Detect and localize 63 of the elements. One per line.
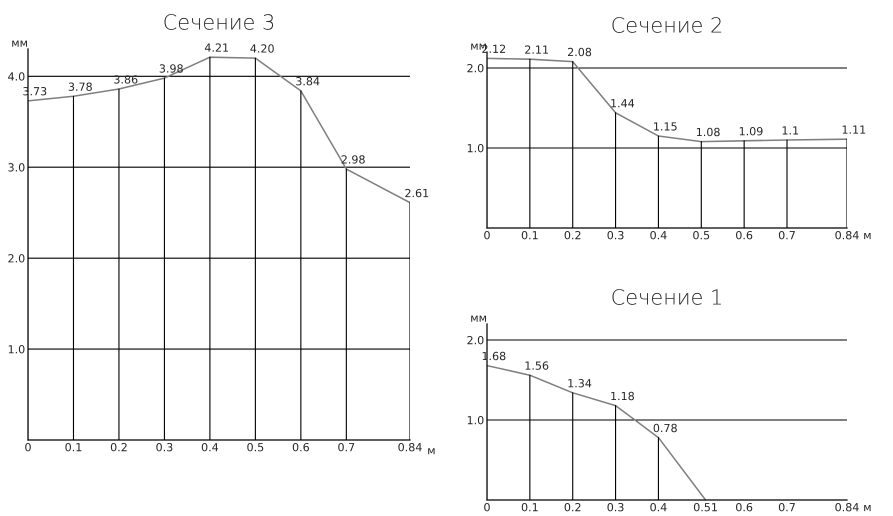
text: 1.15 xyxy=(654,122,677,131)
x-axis-title: м xyxy=(864,505,871,512)
text: 2.11 xyxy=(525,45,548,54)
x-tick-label: 0.84 xyxy=(835,502,859,512)
x-tick-label: 0.5 xyxy=(693,230,710,240)
x-tick-label: 0.6 xyxy=(736,502,752,512)
y-tick-label: 1.0 xyxy=(468,144,484,152)
y-tick-label: 3.0 xyxy=(8,163,24,172)
text: 1.34 xyxy=(568,379,592,388)
x-tick-label: 0.6 xyxy=(736,230,752,240)
x-tick-label: 0.2 xyxy=(564,230,580,240)
chart-title: Сечение 3 xyxy=(164,14,274,30)
y-tick-label: 4.0 xyxy=(8,72,24,81)
x-tick-label: 0.7 xyxy=(338,442,354,452)
x-tick-label: 0.1 xyxy=(522,502,538,512)
y-tick-label: 2.0 xyxy=(8,254,24,263)
text: 3.98 xyxy=(160,64,183,73)
x-tick-label: 0 xyxy=(484,230,490,240)
y-axis-title: мм xyxy=(471,316,486,322)
y-tick-label: 2.0 xyxy=(467,64,484,72)
text: 1.1 xyxy=(782,126,798,134)
x-tick-label: 0.1 xyxy=(65,442,82,452)
chart-title: Сечение 1 xyxy=(612,289,721,305)
x-tick-label: 0.2 xyxy=(110,442,127,452)
y-axis-title: мм xyxy=(12,40,27,47)
text: 2.61 xyxy=(405,188,428,198)
text: 3.78 xyxy=(68,82,92,91)
x-tick-label: 0.3 xyxy=(607,502,624,512)
x-axis-title: м xyxy=(428,448,435,454)
text: 1.44 xyxy=(611,99,634,108)
text: 1.56 xyxy=(526,361,548,370)
x-tick-label: 0.84 xyxy=(835,230,859,240)
x-tick-label: 0.6 xyxy=(292,442,309,452)
y-tick-label: 1.0 xyxy=(468,416,484,424)
text: 0.78 xyxy=(654,424,677,432)
x-tick-label: 0.1 xyxy=(522,230,538,240)
x-tick-label: 0 xyxy=(484,502,490,512)
x-tick-label: 0.7 xyxy=(778,502,795,512)
x-axis-title: м xyxy=(864,233,871,240)
x-tick-label: 0.4 xyxy=(202,442,218,452)
text: 3.86 xyxy=(114,75,138,84)
text: 2.98 xyxy=(342,155,365,164)
x-tick-label: 0.7 xyxy=(778,230,795,240)
x-tick-label: 0.4 xyxy=(650,230,667,240)
text: 2.08 xyxy=(568,48,592,56)
x-tick-label: 0.84 xyxy=(398,442,422,452)
text: 1.11 xyxy=(842,126,866,134)
x-tick-label: 0.51 xyxy=(694,502,717,512)
x-tick-label: 0.5 xyxy=(247,442,264,452)
x-tick-label: 0 xyxy=(25,442,31,452)
y-tick-label: 2.0 xyxy=(467,336,484,344)
text: 1.18 xyxy=(611,392,634,400)
x-tick-label: 0.2 xyxy=(564,502,580,512)
y-tick-label: 1.0 xyxy=(8,345,24,354)
text: 4.20 xyxy=(250,44,274,53)
x-tick-label: 0.4 xyxy=(650,502,667,512)
text: 1.09 xyxy=(740,127,763,136)
text: 1.08 xyxy=(696,128,720,136)
text: 3.84 xyxy=(296,77,320,86)
chart-title: Сечение 2 xyxy=(612,17,722,33)
text: 4.21 xyxy=(204,43,228,52)
x-tick-label: 0.3 xyxy=(607,230,624,240)
x-tick-label: 0.3 xyxy=(156,442,172,452)
